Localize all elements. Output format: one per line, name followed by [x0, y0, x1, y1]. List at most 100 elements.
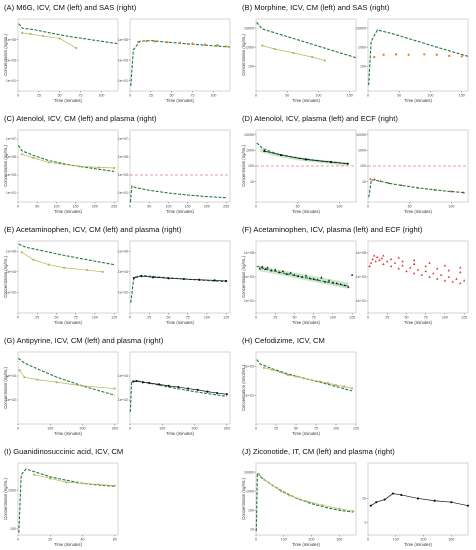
x-tick-label: 25: [385, 316, 389, 320]
panel-title: (H) Cefodizime, ICV, CM: [242, 336, 325, 345]
x-tick-label: 75: [74, 316, 78, 320]
data-point: [382, 262, 385, 265]
x-tick-label: 250: [223, 205, 229, 209]
data-point: [263, 149, 266, 153]
y-tick-label: 1e+04: [118, 374, 128, 378]
x-tick-label: 100: [47, 427, 53, 431]
data-point: [378, 258, 381, 262]
x-tick-label: 75: [424, 316, 428, 320]
y-tick-label: 10: [362, 497, 366, 501]
data-point: [395, 53, 398, 56]
data-point: [450, 501, 453, 504]
y-tick-label: 1000: [8, 488, 16, 492]
y-tick-label: 1e+02: [118, 291, 128, 295]
x-tick-label: 0: [17, 427, 19, 431]
y-tick-label: 10000: [356, 133, 366, 137]
data-point: [97, 483, 100, 486]
plot-area: [17, 351, 119, 425]
data-point: [225, 279, 228, 283]
data-point: [310, 379, 314, 382]
x-axis-label: Time (minutes): [166, 98, 194, 103]
y-tick-label: 1e+03: [244, 365, 254, 369]
data-point: [178, 41, 182, 44]
data-point: [278, 371, 282, 374]
data-point: [369, 261, 373, 264]
observed-line: [263, 367, 353, 389]
data-point: [153, 40, 157, 43]
data-point: [389, 264, 393, 268]
data-point: [270, 368, 274, 371]
data-point: [376, 255, 379, 259]
y-tick-label: 1e+06: [6, 249, 16, 253]
x-tick-label: 0: [255, 427, 257, 431]
y-tick-label: 1e+03: [6, 58, 16, 62]
data-point: [428, 261, 431, 264]
x-tick-label: 200: [309, 538, 315, 542]
y-tick-label: 1e+03: [6, 173, 16, 177]
data-point: [372, 254, 376, 257]
y-tick-label: 100: [248, 64, 254, 68]
data-point: [101, 270, 104, 273]
x-tick-label: 150: [347, 94, 353, 98]
x-tick-label: 50: [147, 205, 151, 209]
x-axis-label: Time (minutes): [54, 320, 82, 325]
y-tick-label: 100: [248, 508, 254, 512]
x-tick-label: 0: [17, 538, 19, 542]
data-point: [145, 40, 148, 43]
data-point: [132, 380, 135, 383]
data-point: [86, 268, 89, 272]
x-tick-label: 0: [17, 94, 19, 98]
prediction-band: [259, 265, 349, 289]
data-point: [132, 276, 135, 280]
panel-D-left: 10 100 1000 10000 0 50 100 Time (minutes) Concen…: [241, 129, 357, 214]
panel-C-right: 1e+01 1e+03 1e+05 1e+07 0 50 100 150 200 250 Time …: [118, 129, 231, 214]
observed-line: [19, 370, 115, 389]
x-tick-label: 100: [92, 316, 98, 320]
x-axis-label: Time (minutes): [292, 320, 320, 325]
x-tick-label: 75: [312, 316, 316, 320]
y-tick-label: 10000: [244, 133, 254, 137]
data-point: [424, 269, 427, 273]
x-tick-label: 100: [428, 94, 434, 98]
data-point: [455, 277, 458, 280]
x-tick-label: 100: [159, 427, 165, 431]
y-tick-label: 1000: [358, 149, 366, 153]
data-point: [331, 281, 335, 284]
plot-area: [129, 240, 231, 314]
data-point: [432, 272, 435, 275]
y-tick-label: 1e+03: [356, 275, 366, 279]
data-point: [196, 388, 199, 391]
x-tick-label: 100: [333, 427, 339, 431]
x-tick-label: 100: [442, 316, 448, 320]
x-tick-label: 25: [37, 94, 41, 98]
data-point: [435, 53, 438, 56]
data-point: [343, 284, 346, 287]
data-point: [443, 279, 447, 282]
x-axis-label: Time (minutes): [292, 431, 320, 436]
data-point: [424, 264, 427, 268]
data-point: [459, 281, 462, 285]
data-point: [436, 267, 439, 270]
x-tick-label: 25: [35, 316, 39, 320]
data-point: [47, 161, 50, 164]
x-tick-label: 50: [408, 205, 412, 209]
x-tick-label: 150: [185, 205, 191, 209]
x-axis-label: Time (minutes): [292, 98, 320, 103]
y-tick-label: 1e+05: [6, 38, 16, 42]
x-tick-label: 100: [393, 538, 399, 542]
y-tick-label: 1e+01: [244, 299, 254, 303]
x-tick-label: 300: [224, 427, 230, 431]
y-tick-label: 1e+01: [6, 191, 16, 195]
x-axis-label: Time (minutes): [292, 542, 320, 547]
data-point: [279, 153, 283, 157]
y-tick-label: 1e+01: [118, 79, 128, 83]
data-point: [264, 267, 267, 271]
y-tick-label: 1e+05: [118, 155, 128, 159]
panel-E-left: 1e+02 1e+04 1e+06 0 25 50 75 100 125 Time (minute…: [3, 240, 119, 325]
data-point: [271, 484, 274, 487]
x-tick-label: 200: [80, 427, 86, 431]
data-point: [49, 477, 52, 480]
x-tick-label: 200: [192, 427, 198, 431]
model-line: [130, 274, 227, 303]
y-tick-label: 1e+03: [118, 58, 128, 62]
